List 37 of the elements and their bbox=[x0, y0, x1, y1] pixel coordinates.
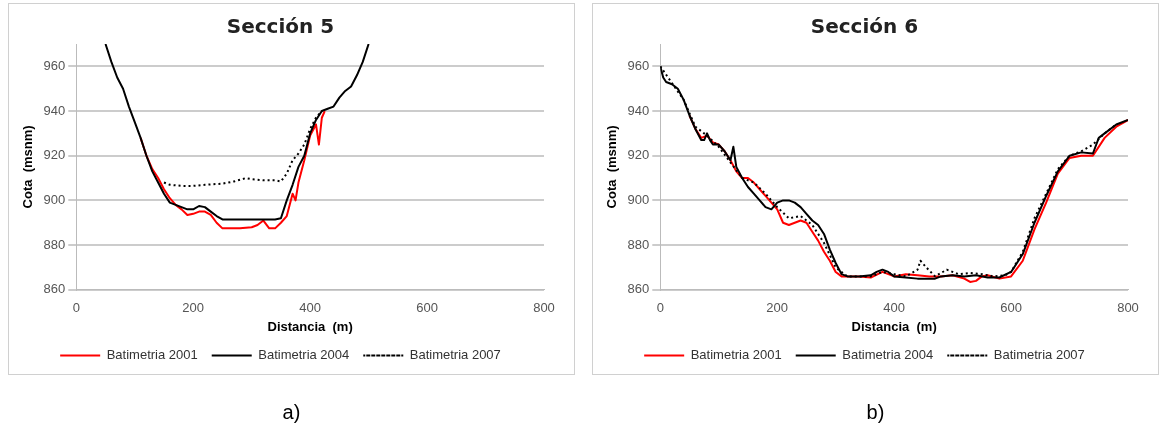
y-tick-label: 940 bbox=[627, 102, 650, 118]
x-tick-label: 600 bbox=[416, 300, 438, 316]
y-axis-title: Cota (msnm) bbox=[604, 125, 620, 209]
legend-label: Batimetria 2007 bbox=[409, 347, 501, 363]
y-tick-label: 960 bbox=[627, 57, 650, 73]
legend-label: Batimetria 2001 bbox=[106, 347, 198, 363]
y-tick-label: 860 bbox=[627, 281, 650, 297]
legend-label: Batimetria 2004 bbox=[842, 347, 934, 363]
y-tick-label: 920 bbox=[43, 147, 66, 163]
legend-label: Batimetria 2004 bbox=[258, 347, 350, 363]
x-tick-label: 200 bbox=[766, 300, 789, 316]
y-axis-title: Cota (msnm) bbox=[20, 125, 36, 209]
x-tick-label: 600 bbox=[1000, 300, 1022, 316]
chart-title: Sección 6 bbox=[810, 14, 919, 39]
y-tick-label: 880 bbox=[43, 236, 66, 252]
x-axis-title: Distancia (m) bbox=[851, 318, 937, 334]
legend-label: Batimetria 2007 bbox=[993, 347, 1085, 363]
chart-title: Sección 5 bbox=[226, 14, 335, 39]
x-tick-label: 0 bbox=[656, 300, 664, 316]
y-tick-label: 960 bbox=[43, 57, 66, 73]
y-tick-label: 860 bbox=[43, 281, 66, 297]
y-tick-label: 880 bbox=[627, 236, 650, 252]
x-tick-label: 200 bbox=[182, 300, 205, 316]
x-tick-label: 800 bbox=[1117, 300, 1139, 316]
x-tick-label: 400 bbox=[883, 300, 905, 316]
y-tick-label: 900 bbox=[627, 192, 650, 207]
x-tick-label: 0 bbox=[72, 300, 80, 316]
text: b) bbox=[865, 401, 886, 424]
text: a) bbox=[281, 401, 302, 424]
y-tick-label: 940 bbox=[43, 102, 66, 118]
legend-label: Batimetria 2001 bbox=[690, 347, 782, 363]
x-tick-label: 400 bbox=[299, 300, 321, 316]
y-tick-label: 920 bbox=[627, 147, 650, 163]
x-axis-title: Distancia (m) bbox=[267, 318, 353, 334]
y-tick-label: 900 bbox=[43, 192, 66, 207]
x-tick-label: 800 bbox=[533, 300, 555, 316]
line-series bbox=[162, 110, 323, 187]
